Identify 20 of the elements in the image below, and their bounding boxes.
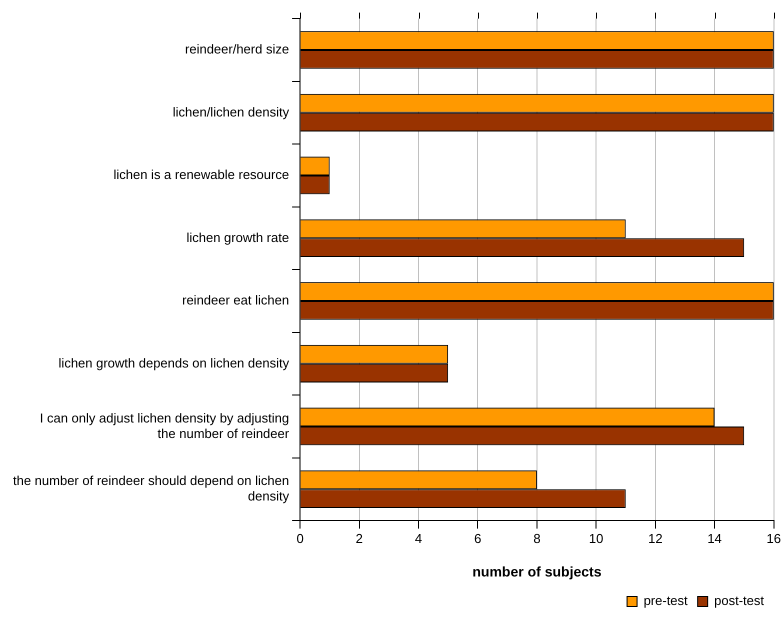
- legend-label: post-test: [714, 593, 764, 608]
- x-tick-label: 14: [707, 530, 722, 546]
- x-tick-label: 2: [356, 530, 363, 546]
- x-tick-label: 8: [533, 530, 541, 546]
- x-tick-label: 10: [588, 530, 604, 546]
- x-axis-title: number of subjects: [472, 563, 602, 580]
- x-tick-label: 6: [474, 530, 482, 546]
- y-tick-label: reindeer eat lichen: [182, 292, 290, 308]
- y-tick-label: reindeer/herd size: [185, 42, 290, 57]
- y-tick-label: lichen growth rate: [186, 230, 290, 245]
- y-tick-label: I can only adjust lichen density by adjusting the number of reindeer: [40, 410, 290, 441]
- x-tick-label: 4: [414, 530, 422, 546]
- y-tick-label: lichen/lichen density: [172, 104, 290, 120]
- y-tick-label: lichen growth depends on lichen density: [58, 355, 290, 370]
- y-tick-label: the number of reindeer should depend on lichen density: [12, 473, 290, 504]
- y-tick-label: lichen is a renewable resource: [113, 167, 290, 182]
- legend-label: pre-test: [644, 593, 688, 608]
- x-tick-label: 16: [766, 530, 782, 546]
- x-tick-label: 12: [648, 530, 663, 546]
- x-tick-label: 0: [296, 530, 304, 546]
